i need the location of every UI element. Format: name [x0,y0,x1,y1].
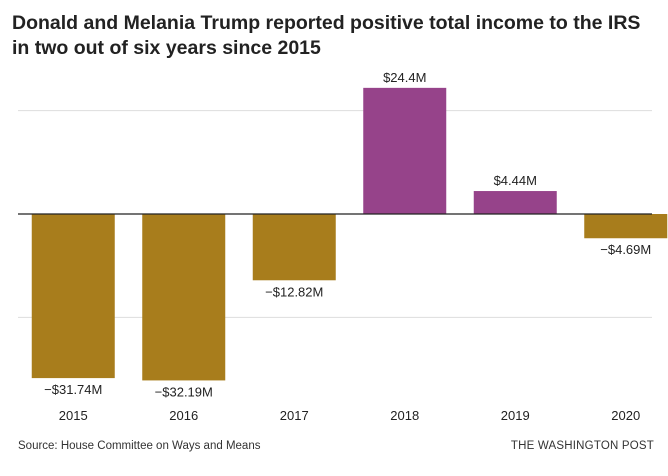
value-labels: −$31.74M −$32.19M −$12.82M $24.4M $4.44M −$4.… [44,70,651,400]
bar-2017 [252,214,336,281]
x-tick-2017: 2017 [280,408,309,423]
x-tick-2019: 2019 [501,408,530,423]
value-label-2018: $24.4M [383,70,426,85]
bar-2016 [142,214,226,381]
x-tick-labels: 2015 2016 2017 2018 2019 2020 [59,408,640,423]
gridlines [18,110,652,318]
bar-2019 [473,191,557,214]
value-label-2019: $4.44M [494,173,537,188]
value-label-2017: −$12.82M [265,284,323,299]
x-tick-2016: 2016 [169,408,198,423]
bar-2018 [363,87,447,214]
x-tick-2015: 2015 [59,408,88,423]
value-label-2016: −$32.19M [155,384,213,399]
bars [31,87,668,381]
bar-2015 [31,214,115,379]
value-label-2015: −$31.74M [44,382,102,397]
x-tick-2018: 2018 [390,408,419,423]
chart-title: Donald and Melania Trump reported positi… [12,12,641,59]
publisher-credit: THE WASHINGTON POST [510,440,654,452]
x-tick-2020: 2020 [611,408,640,423]
value-label-2020: −$4.69M [600,242,651,257]
source-note: Source: House Committee on Ways and Mean… [18,440,261,452]
bar-2020 [584,214,668,239]
